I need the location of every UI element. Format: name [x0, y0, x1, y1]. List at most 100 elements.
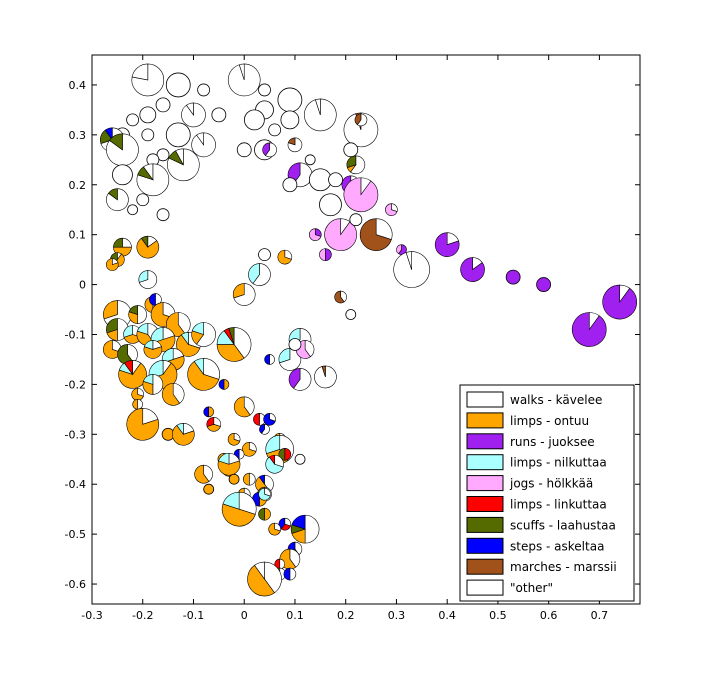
pie-slice: [253, 413, 260, 426]
pie-slice: [112, 164, 133, 186]
pie-slice: [123, 360, 133, 376]
pie-point: [343, 177, 379, 212]
pie-point: [602, 284, 637, 320]
pie-slice: [258, 474, 265, 486]
pie-slice: [258, 83, 271, 97]
pie-point: [268, 123, 282, 137]
legend-item: jogs - hölkkää: [466, 475, 593, 492]
pie-point: [505, 269, 521, 285]
pie-point: [242, 472, 256, 486]
pie-point: [359, 218, 393, 251]
pie-slice: [291, 514, 306, 530]
pie-slice: [233, 327, 252, 359]
pie-slice: [203, 464, 213, 482]
x-tick-label: -0.1: [183, 609, 204, 622]
pie-slice: [217, 460, 241, 476]
pie-slice: [165, 122, 191, 148]
legend-label: limps - nilkuttaa: [510, 456, 607, 470]
pie-slice: [309, 228, 322, 241]
pie-point: [278, 348, 302, 371]
legend-label: limps - ontuu: [510, 414, 589, 428]
pie-slice: [113, 237, 123, 248]
pie-slice: [128, 305, 138, 315]
pie-slice: [126, 408, 159, 441]
pie-slice: [324, 218, 357, 251]
pie-point: [334, 290, 347, 304]
pie-slice: [321, 365, 326, 378]
pie-slice: [238, 63, 245, 81]
pie-slice: [187, 361, 220, 391]
pie-slice: [242, 472, 250, 486]
pie-slice: [287, 137, 296, 146]
pie-slice: [319, 248, 326, 261]
pie-point: [308, 168, 332, 192]
pie-point: [232, 283, 256, 306]
pie-slice: [194, 464, 210, 484]
pie-slice: [175, 148, 184, 165]
pie-point: [283, 567, 297, 581]
y-tick-label: 0.4: [69, 79, 87, 92]
pie-point: [126, 408, 159, 441]
pie-slice: [165, 72, 191, 98]
pie-point: [319, 193, 342, 217]
pie-point: [172, 423, 195, 446]
pie-slice: [308, 168, 332, 192]
x-tick-label: 0.4: [438, 609, 456, 622]
pie-slice: [156, 148, 170, 162]
pie-slice: [536, 277, 551, 292]
pie-point: [343, 142, 359, 158]
x-tick-label: 0.6: [540, 609, 558, 622]
pie-slice: [262, 142, 270, 156]
pie-slice: [203, 483, 215, 495]
pie-point: [127, 204, 138, 216]
pie-slice: [206, 417, 215, 427]
pie-point: [227, 432, 241, 446]
pie-point: [294, 453, 306, 465]
pie-slice: [172, 383, 185, 404]
pie-point: [136, 163, 170, 197]
pie-slice: [167, 148, 200, 182]
pie-slice: [136, 237, 160, 259]
legend-swatch: [466, 475, 504, 492]
pie-slice: [258, 507, 265, 521]
pie-slice: [294, 453, 306, 465]
legend-swatch: [466, 516, 504, 533]
pie-slice: [284, 447, 292, 461]
pie-point: [354, 113, 368, 127]
pie-slice: [103, 300, 118, 320]
legend-swatch: [466, 558, 504, 575]
pie-point: [304, 98, 337, 132]
y-tick-label: 0: [79, 279, 86, 292]
x-tick-label: 0: [241, 609, 248, 622]
legend-item: "other": [466, 579, 553, 596]
pie-slice: [137, 305, 147, 324]
pie-slice: [136, 193, 150, 207]
pie-slice: [343, 142, 359, 158]
pie-point: [258, 487, 271, 501]
legend-swatch: [466, 454, 504, 471]
pie-slice: [180, 332, 189, 346]
pie-slice: [236, 142, 252, 158]
pie-point: [242, 441, 257, 457]
pie-point: [113, 237, 132, 257]
pie-point: [161, 383, 185, 406]
pie-slice: [268, 522, 281, 536]
pie-point: [233, 396, 255, 418]
pie-point: [460, 257, 485, 282]
pie-slice: [143, 340, 154, 350]
legend-item: limps - linkuttaa: [466, 496, 607, 512]
pie-slice: [375, 218, 393, 240]
pie-slice: [264, 354, 270, 365]
pie-point: [131, 388, 144, 401]
x-tick-label: 0.2: [337, 609, 355, 622]
pie-slice: [293, 368, 312, 391]
pie-slice: [228, 473, 240, 485]
pie-slice: [248, 472, 256, 486]
pie-slice: [325, 248, 332, 261]
pie-slice: [222, 491, 240, 510]
pie-slice: [196, 322, 216, 347]
y-tick-label: -0.2: [65, 378, 86, 391]
pie-slice: [282, 177, 298, 193]
legend-item: marches - marssii: [466, 558, 617, 575]
pie-slice: [106, 318, 118, 334]
